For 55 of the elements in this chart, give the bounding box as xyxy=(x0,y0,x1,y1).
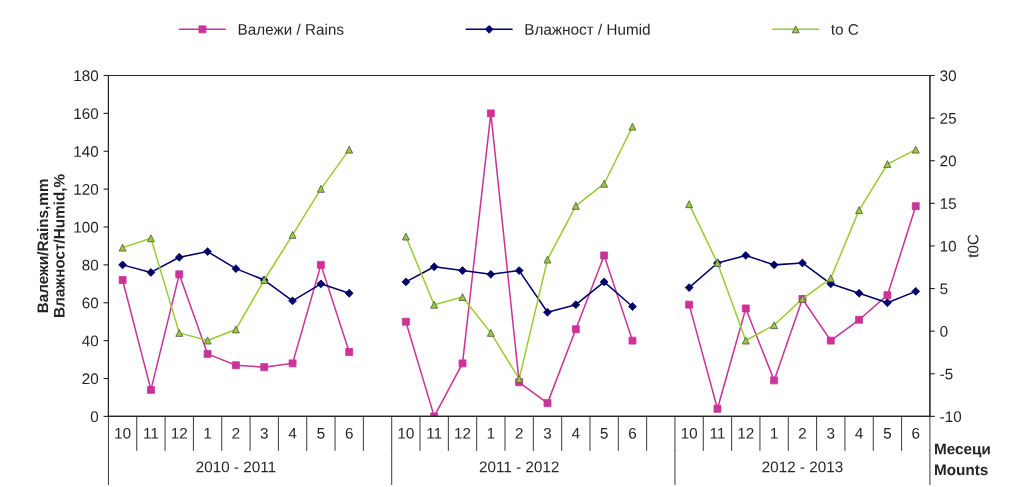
y2-tick-label: -5 xyxy=(940,368,953,380)
y-tick-label: 100 xyxy=(74,221,99,233)
y-tick-label: 140 xyxy=(74,146,99,157)
y-tick-label: 120 xyxy=(74,183,99,195)
x-tick-label: 11 xyxy=(144,428,159,439)
y-axis-title: Валежи/Rains,mm Влажност/Humid,% xyxy=(36,174,67,317)
x-tick-label: 3 xyxy=(827,427,835,439)
x-tick-label: 5 xyxy=(317,428,325,439)
x-tick-label: 12 xyxy=(455,427,471,439)
y2-tick-label: 25 xyxy=(940,112,956,124)
y2-tick-label: 0 xyxy=(940,326,948,337)
y2-tick-label: -10 xyxy=(940,411,962,423)
text: 2012 - 2013 xyxy=(762,461,843,473)
legend-label: to C xyxy=(831,24,859,35)
x-tick-label: 6 xyxy=(345,427,353,439)
text: 2011 - 2012 xyxy=(479,461,559,473)
x-tick-label: 3 xyxy=(543,427,552,439)
y2-axis-title: t0C xyxy=(967,234,979,258)
x-axis-title: Месеци Mounts xyxy=(935,443,990,476)
y-tick-label: 60 xyxy=(82,297,99,309)
y2-tick-label: 20 xyxy=(940,155,957,167)
y-tick-label: 80 xyxy=(82,259,99,271)
x-tick-label: 11 xyxy=(427,428,442,439)
y2-tick-label: 10 xyxy=(940,240,957,252)
x-tick-label: 6 xyxy=(912,427,920,439)
x-tick-label: 12 xyxy=(171,427,187,439)
x-tick-label: 1 xyxy=(487,428,495,439)
x-tick-label: 11 xyxy=(710,428,725,439)
x-tick-label: 1 xyxy=(204,428,212,439)
x-tick-label: 6 xyxy=(629,427,637,439)
y-tick-label: 0 xyxy=(90,411,99,423)
y2-tick-label: 5 xyxy=(940,283,948,295)
x-tick-label: 5 xyxy=(600,428,608,439)
legend-label: Влажност / Humid xyxy=(525,23,650,35)
y-tick-label: 40 xyxy=(82,335,99,347)
y2-tick-label: 15 xyxy=(940,198,956,210)
x-tick-label: 2 xyxy=(798,427,806,439)
x-tick-label: 2 xyxy=(515,427,523,439)
x-tick-label: 2 xyxy=(232,427,240,439)
y-tick-label: 20 xyxy=(82,373,99,385)
x-tick-label: 10 xyxy=(681,427,698,439)
x-tick-label: 4 xyxy=(288,428,297,439)
x-tick-label: 10 xyxy=(115,427,131,439)
legend-label: Валежи / Rains xyxy=(238,23,344,35)
y2-tick-label: 30 xyxy=(940,70,957,82)
x-tick-label: 12 xyxy=(738,427,754,439)
x-tick-label: 4 xyxy=(855,428,863,439)
x-tick-label: 10 xyxy=(398,427,414,439)
x-tick-label: 3 xyxy=(260,427,268,439)
y-tick-label: 180 xyxy=(74,70,99,82)
text: 2010 - 2011 xyxy=(196,461,276,473)
x-tick-label: 1 xyxy=(771,428,778,439)
x-tick-label: 4 xyxy=(571,428,580,439)
y-tick-label: 160 xyxy=(74,108,99,120)
x-tick-label: 5 xyxy=(883,428,892,439)
